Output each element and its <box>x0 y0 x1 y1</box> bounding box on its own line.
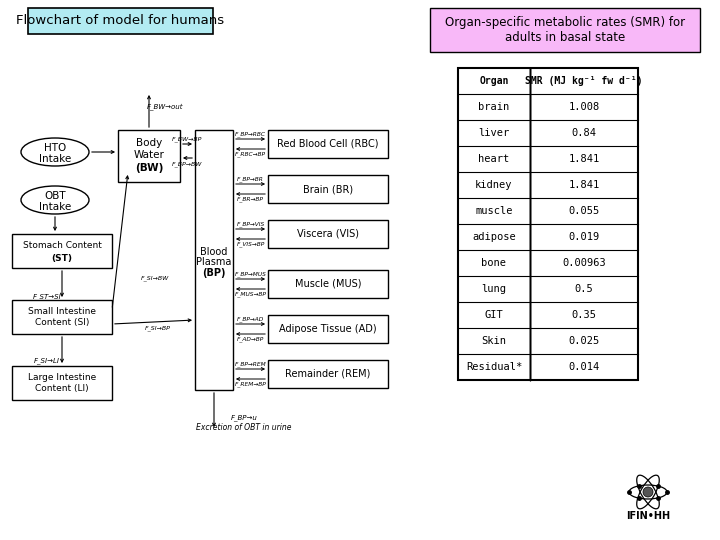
Text: F_RBC→BP: F_RBC→BP <box>235 151 266 157</box>
Text: Excretion of OBT in urine: Excretion of OBT in urine <box>197 423 292 433</box>
Text: F_BP→u: F_BP→u <box>230 415 258 421</box>
Text: 0.025: 0.025 <box>568 336 600 346</box>
Bar <box>268 175 388 203</box>
Text: Viscera (VIS): Viscera (VIS) <box>297 229 359 239</box>
Text: GIT: GIT <box>485 310 503 320</box>
Text: F_BP→REM: F_BP→REM <box>235 361 266 367</box>
Text: Small Intestine: Small Intestine <box>28 307 96 315</box>
Text: F_BP→RBC: F_BP→RBC <box>235 131 266 137</box>
Text: HTO: HTO <box>44 143 66 153</box>
Text: F_BP→AD: F_BP→AD <box>237 316 264 322</box>
Text: 1.008: 1.008 <box>568 102 600 112</box>
Text: lung: lung <box>482 284 506 294</box>
Circle shape <box>643 487 653 497</box>
Text: liver: liver <box>478 128 510 138</box>
Text: Organ-specific metabolic rates (SMR) for
adults in basal state: Organ-specific metabolic rates (SMR) for… <box>445 16 685 44</box>
Text: Adipose Tissue (AD): Adipose Tissue (AD) <box>279 324 377 334</box>
Text: F_BP→BW: F_BP→BW <box>172 161 203 167</box>
Text: 0.019: 0.019 <box>568 232 600 242</box>
Text: F_SI→LI: F_SI→LI <box>34 357 60 364</box>
Bar <box>268 360 388 388</box>
Text: F_SI→BP: F_SI→BP <box>145 325 171 331</box>
Text: brain: brain <box>478 102 510 112</box>
Text: Skin: Skin <box>482 336 506 346</box>
Text: F_BR→BP: F_BR→BP <box>237 196 264 202</box>
Text: F_BP→BR: F_BP→BR <box>237 176 264 182</box>
Text: (BW): (BW) <box>135 163 163 173</box>
Text: 0.35: 0.35 <box>572 310 596 320</box>
Text: F_SI→BW: F_SI→BW <box>141 275 169 281</box>
Text: (ST): (ST) <box>52 253 73 262</box>
Bar <box>268 130 388 158</box>
Text: Intake: Intake <box>39 154 71 164</box>
Text: 0.84: 0.84 <box>572 128 596 138</box>
Text: Organ: Organ <box>480 76 509 86</box>
Text: Large Intestine: Large Intestine <box>28 373 96 381</box>
Text: F_REM→BP: F_REM→BP <box>235 381 266 387</box>
Text: adipose: adipose <box>472 232 516 242</box>
Ellipse shape <box>21 138 89 166</box>
Text: 0.055: 0.055 <box>568 206 600 216</box>
Text: bone: bone <box>482 258 506 268</box>
Text: IFIN•HH: IFIN•HH <box>626 511 670 521</box>
Text: kidney: kidney <box>475 180 513 190</box>
Text: SMR (MJ kg⁻¹ fw d⁻¹): SMR (MJ kg⁻¹ fw d⁻¹) <box>526 76 643 86</box>
Bar <box>268 270 388 298</box>
Text: F_BP→MUS: F_BP→MUS <box>235 271 266 277</box>
Text: Red Blood Cell (RBC): Red Blood Cell (RBC) <box>277 139 379 149</box>
Text: F_MUS→BP: F_MUS→BP <box>235 291 266 297</box>
Bar <box>12 300 112 334</box>
Text: Brain (BR): Brain (BR) <box>303 184 353 194</box>
Text: 1.841: 1.841 <box>568 154 600 164</box>
Text: Intake: Intake <box>39 202 71 212</box>
Text: F_ST→SI: F_ST→SI <box>32 294 61 300</box>
Bar <box>12 366 112 400</box>
Text: Residual*: Residual* <box>466 362 522 372</box>
Text: (BP): (BP) <box>202 268 226 278</box>
Text: OBT: OBT <box>44 191 66 201</box>
Text: Water: Water <box>134 150 164 160</box>
Text: F_BW→BP: F_BW→BP <box>172 136 203 142</box>
Text: F_AD→BP: F_AD→BP <box>237 336 264 342</box>
Text: heart: heart <box>478 154 510 164</box>
Text: Body: Body <box>136 138 162 148</box>
Text: Stomach Content: Stomach Content <box>22 241 102 251</box>
Ellipse shape <box>21 186 89 214</box>
Text: Plasma: Plasma <box>197 257 232 267</box>
Bar <box>458 68 638 380</box>
Bar <box>28 8 213 34</box>
Bar <box>268 315 388 343</box>
Bar <box>118 130 180 182</box>
Text: muscle: muscle <box>475 206 513 216</box>
Text: 0.014: 0.014 <box>568 362 600 372</box>
Text: Flowchart of model for humans: Flowchart of model for humans <box>16 15 224 28</box>
Text: F_VIS→BP: F_VIS→BP <box>236 241 265 247</box>
Bar <box>12 234 112 268</box>
Text: Content (SI): Content (SI) <box>35 319 89 327</box>
Text: Content (LI): Content (LI) <box>35 384 89 394</box>
Bar <box>195 130 233 390</box>
Bar <box>430 8 700 52</box>
Text: F_BP→VIS: F_BP→VIS <box>236 221 265 227</box>
Bar <box>268 220 388 248</box>
Text: 1.841: 1.841 <box>568 180 600 190</box>
Text: 0.00963: 0.00963 <box>562 258 606 268</box>
Text: F_BW→out: F_BW→out <box>147 104 184 110</box>
Text: Blood: Blood <box>200 247 228 257</box>
Text: Muscle (MUS): Muscle (MUS) <box>294 279 361 289</box>
Text: 0.5: 0.5 <box>575 284 593 294</box>
Text: Remainder (REM): Remainder (REM) <box>285 369 371 379</box>
